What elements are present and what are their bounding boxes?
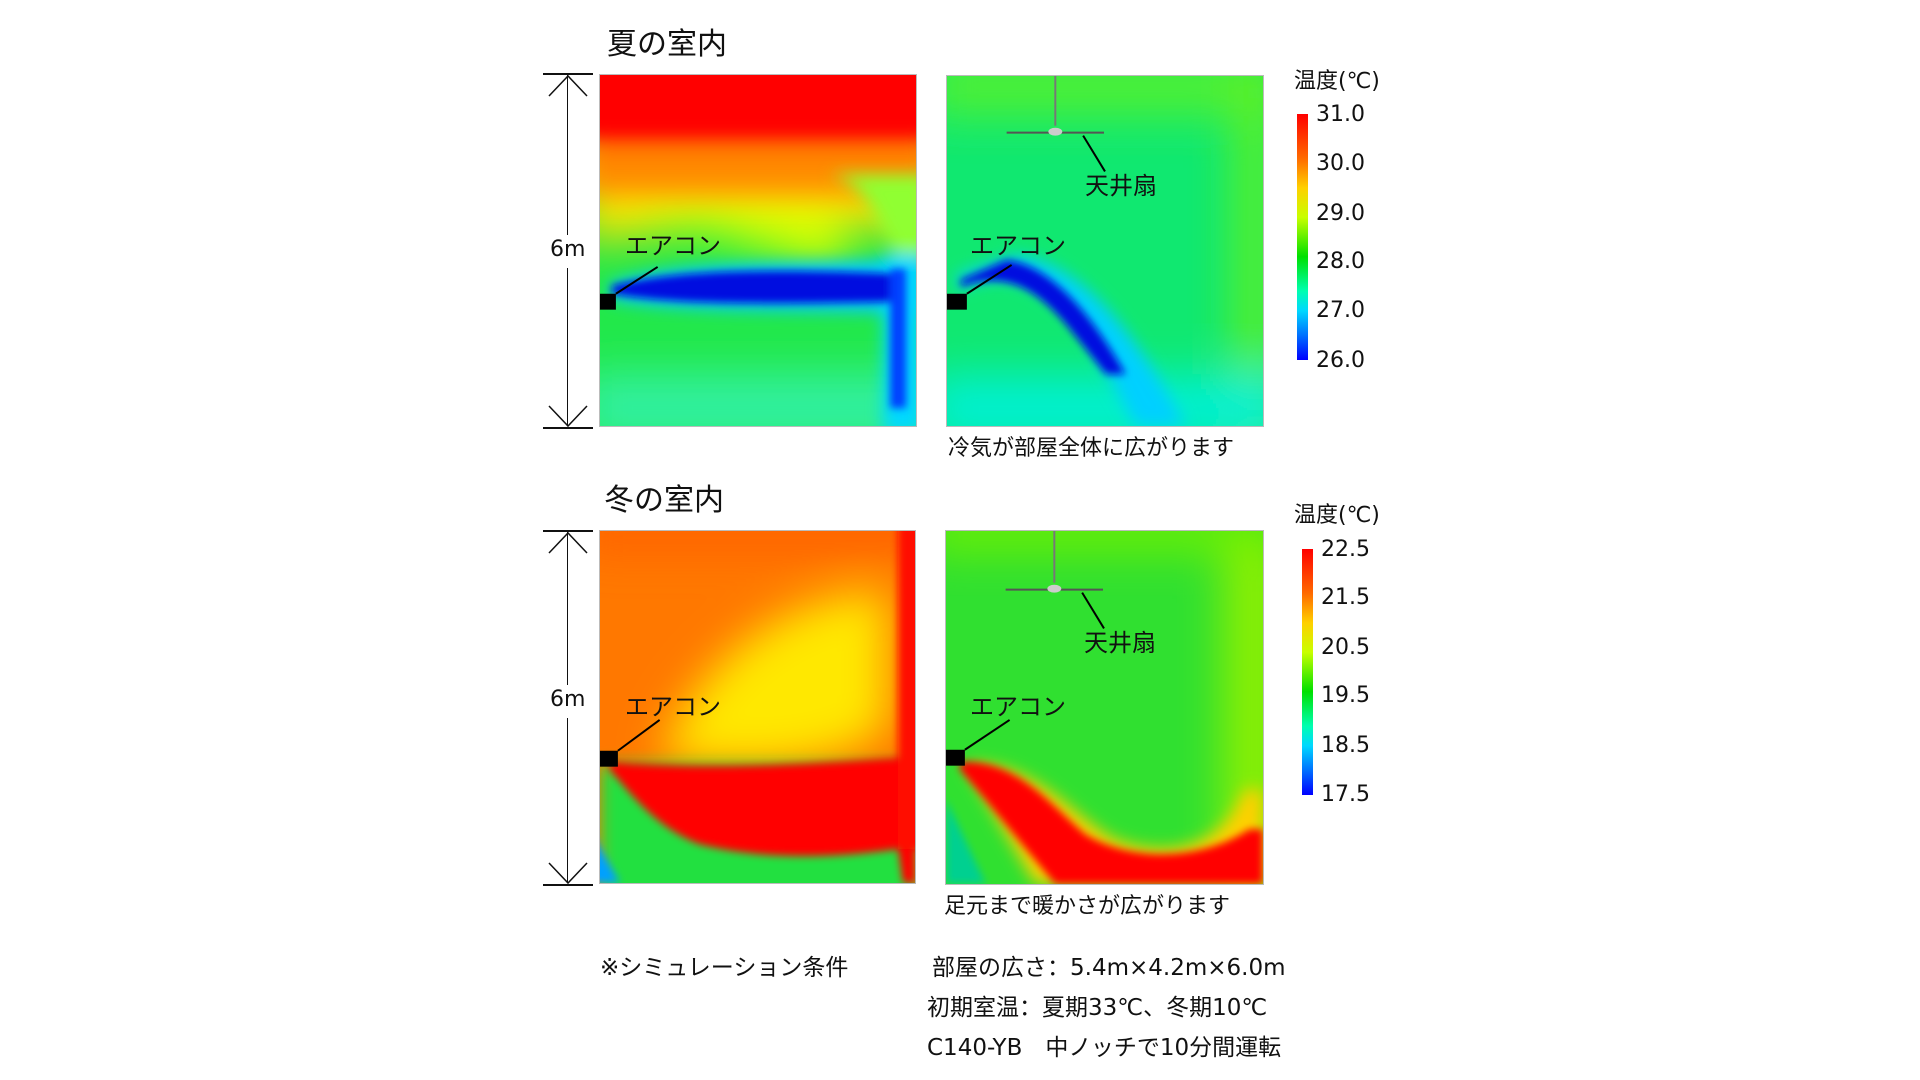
summer-dimension-label: 6m <box>550 237 586 262</box>
legend-tick: 22.5 <box>1321 537 1370 562</box>
legend-tick: 31.0 <box>1316 102 1365 127</box>
legend-tick: 30.0 <box>1316 151 1365 176</box>
winter-legend-title: 温度(℃) <box>1294 503 1380 528</box>
winter-caption: 足元まで暖かさが広がります <box>944 894 1231 919</box>
legend-tick: 29.0 <box>1316 201 1365 226</box>
aircon-unit <box>600 293 616 310</box>
legend-tick: 20.5 <box>1321 635 1370 660</box>
summer-aircon-label-1: エアコン <box>625 232 721 260</box>
winter-heatmap-with-fan <box>945 530 1264 885</box>
legend-tick: 26.0 <box>1316 348 1365 373</box>
summer-caption: 冷気が部屋全体に広がります <box>948 436 1235 461</box>
summer-heatmap-with-fan <box>946 75 1264 427</box>
summer-colorbar <box>1297 114 1308 360</box>
legend-tick: 19.5 <box>1321 683 1370 708</box>
winter-fan-label: 天井扇 <box>1084 629 1156 657</box>
notes-line: C140-YB 中ノッチで10分間運転 <box>927 1035 1282 1061</box>
legend-tick: 17.5 <box>1321 782 1370 807</box>
winter-dimension-label: 6m <box>550 687 586 712</box>
summer-fan-label: 天井扇 <box>1085 172 1157 200</box>
legend-tick: 18.5 <box>1321 733 1370 758</box>
legend-tick: 27.0 <box>1316 298 1365 323</box>
winter-aircon-label-2: エアコン <box>970 693 1066 721</box>
summer-heatmap-without-fan <box>599 74 917 427</box>
winter-heatmap-without-fan <box>599 530 916 884</box>
winter-colorbar <box>1302 549 1313 795</box>
legend-tick: 21.5 <box>1321 585 1370 610</box>
notes-line: 初期室温：夏期33℃、冬期10℃ <box>927 995 1268 1021</box>
summer-aircon-label-2: エアコン <box>970 232 1066 260</box>
notes-line: 部屋の広さ：5.4m×4.2m×6.0m <box>932 955 1286 981</box>
summer-legend-title: 温度(℃) <box>1294 69 1380 94</box>
summer-title: 夏の室内 <box>607 27 727 62</box>
winter-aircon-label-1: エアコン <box>625 693 721 721</box>
winter-title: 冬の室内 <box>604 483 724 518</box>
notes-heading: ※シミュレーション条件 <box>600 955 849 981</box>
legend-tick: 28.0 <box>1316 249 1365 274</box>
